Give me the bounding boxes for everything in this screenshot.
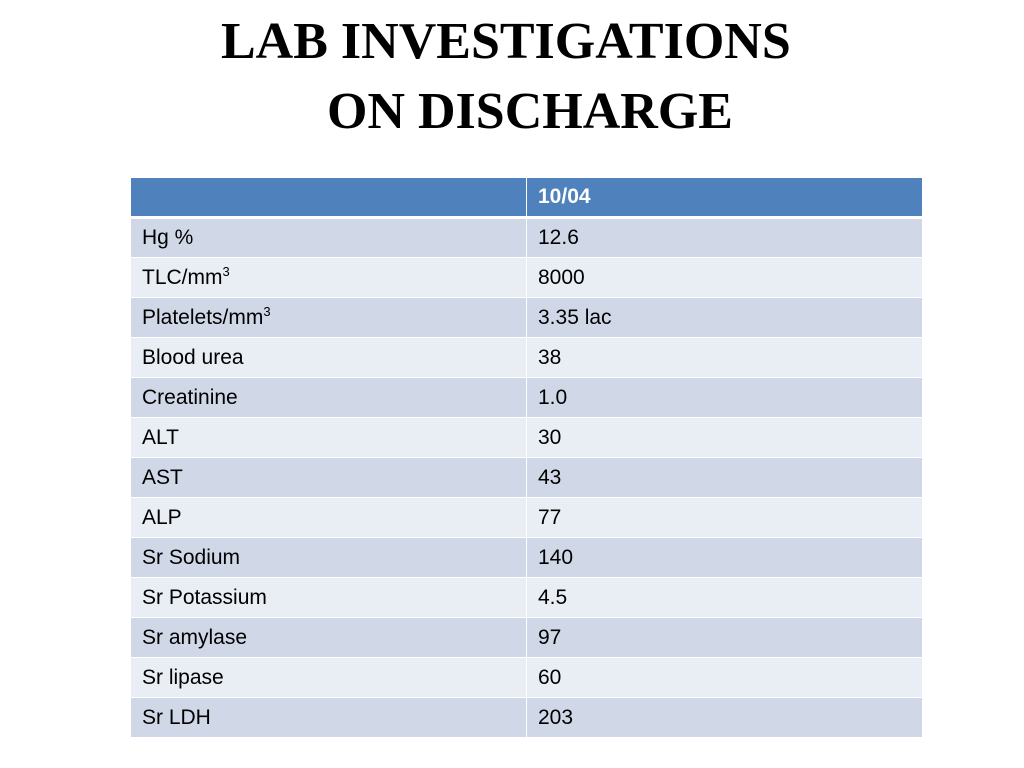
test-value-cell: 203 (526, 697, 923, 738)
table-row: Platelets/mm3 3.35 lac (130, 297, 923, 338)
table-row: TLC/mm3 8000 (130, 257, 923, 298)
test-name: Sr LDH (142, 705, 211, 729)
test-name-cell: Platelets/mm3 (130, 297, 527, 338)
header-label-cell (130, 177, 527, 219)
table-row: Hg % 12.6 (130, 217, 923, 258)
test-value-cell: 30 (526, 417, 923, 458)
table-row: AST 43 (130, 457, 923, 498)
test-name: ALP (142, 505, 182, 529)
table-row: Sr Potassium 4.5 (130, 577, 923, 618)
test-value-cell: 140 (526, 537, 923, 578)
test-value-cell: 8000 (526, 257, 923, 298)
test-value-cell: 3.35 lac (526, 297, 923, 338)
test-name: Sr Sodium (142, 545, 241, 569)
test-value-cell: 77 (526, 497, 923, 538)
test-name: Hg % (142, 226, 194, 249)
test-value-cell: 12.6 (526, 217, 923, 258)
table-row: Sr Sodium 140 (130, 537, 923, 578)
lab-results-table: 10/04 Hg % 12.6 TLC/mm3 8000 Platelets/m… (130, 177, 923, 738)
test-name: Blood urea (142, 345, 244, 369)
test-name-cell: Sr amylase (130, 617, 527, 658)
test-name-cell: Sr Potassium (130, 577, 527, 618)
test-value-cell: 4.5 (526, 577, 923, 618)
table-row: Sr amylase 97 (130, 617, 923, 658)
table-header-row: 10/04 (130, 177, 923, 219)
table-row: Sr LDH 203 (130, 697, 923, 738)
test-name-cell: Sr lipase (130, 657, 527, 698)
test-name: ALT (142, 425, 179, 449)
test-value-cell: 97 (526, 617, 923, 658)
test-name: Sr Potassium (142, 585, 267, 609)
test-name: Sr amylase (142, 625, 248, 649)
title-line-1: LAB INVESTIGATIONS (221, 13, 791, 70)
test-name-cell: Hg % (130, 217, 527, 258)
test-name-cell: Creatinine (130, 377, 527, 418)
test-value-cell: 43 (526, 457, 923, 498)
test-name-cell: TLC/mm3 (130, 257, 527, 298)
test-name-cell: Sr LDH (130, 697, 527, 738)
test-name: TLC/mm3 (142, 263, 230, 289)
test-name: AST (142, 465, 183, 489)
test-name-cell: ALP (130, 497, 527, 538)
table-row: Blood urea 38 (130, 337, 923, 378)
header-date-cell: 10/04 (526, 177, 923, 219)
test-value-cell: 38 (526, 337, 923, 378)
table-row: ALP 77 (130, 497, 923, 538)
table-row: Creatinine 1.0 (130, 377, 923, 418)
test-value-cell: 1.0 (526, 377, 923, 418)
test-name: Creatinine (142, 385, 238, 409)
test-name-cell: Blood urea (130, 337, 527, 378)
test-name-cell: AST (130, 457, 527, 498)
table-row: Sr lipase 60 (130, 657, 923, 698)
test-name-cell: Sr Sodium (130, 537, 527, 578)
title-line-2: ON DISCHARGE (327, 83, 733, 140)
table-row: ALT 30 (130, 417, 923, 458)
test-name: Platelets/mm3 (142, 303, 271, 329)
test-name-cell: ALT (130, 417, 527, 458)
test-name: Sr lipase (142, 665, 224, 689)
test-value-cell: 60 (526, 657, 923, 698)
